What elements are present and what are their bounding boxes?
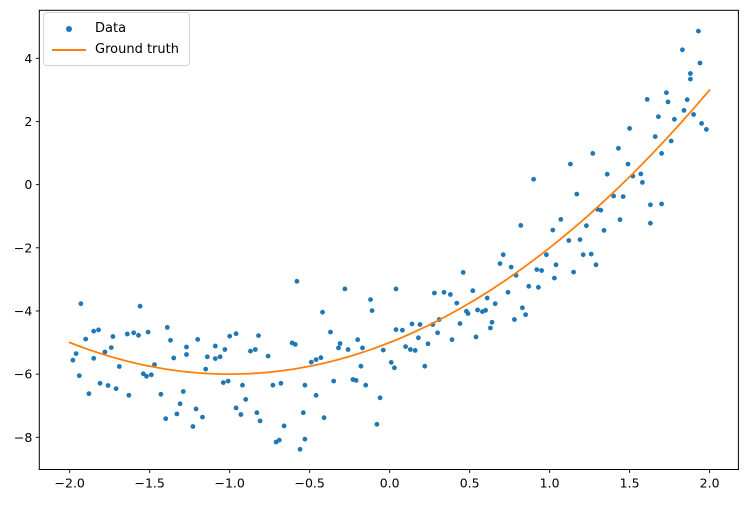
data-points <box>70 28 709 452</box>
y-tick-label: −4 <box>14 303 32 318</box>
x-tick-label: −0.5 <box>294 476 324 491</box>
y-tick-label: 4 <box>24 51 32 66</box>
plot-border <box>38 9 739 471</box>
ground-truth-curve <box>68 89 711 376</box>
legend: Data Ground truth <box>43 12 190 66</box>
legend-handle <box>52 25 86 32</box>
x-tick-label: 1.5 <box>620 476 640 491</box>
x-tick-label: 0.5 <box>460 476 480 491</box>
scatter-marker-icon <box>66 25 72 32</box>
legend-label-data: Data <box>95 21 127 36</box>
x-tick-label: 2.0 <box>700 476 720 491</box>
x-tick-label: −1.0 <box>214 476 244 491</box>
y-tick-label: −6 <box>14 367 32 382</box>
x-tick-label: 0.0 <box>380 476 400 491</box>
y-tick-label: 0 <box>24 177 32 192</box>
y-tick-label: 2 <box>24 114 32 129</box>
legend-handle <box>52 48 86 51</box>
x-tick-label: −1.5 <box>135 476 165 491</box>
y-tick-label: −2 <box>14 240 32 255</box>
x-tick-label: −2.0 <box>55 476 85 491</box>
x-tick-label: 1.0 <box>540 476 560 491</box>
legend-item-ground-truth: Ground truth <box>52 39 179 60</box>
legend-item-data: Data <box>52 18 179 39</box>
line-marker-icon <box>52 48 86 51</box>
legend-label-ground-truth: Ground truth <box>95 42 179 57</box>
y-tick-label: −8 <box>14 430 32 445</box>
